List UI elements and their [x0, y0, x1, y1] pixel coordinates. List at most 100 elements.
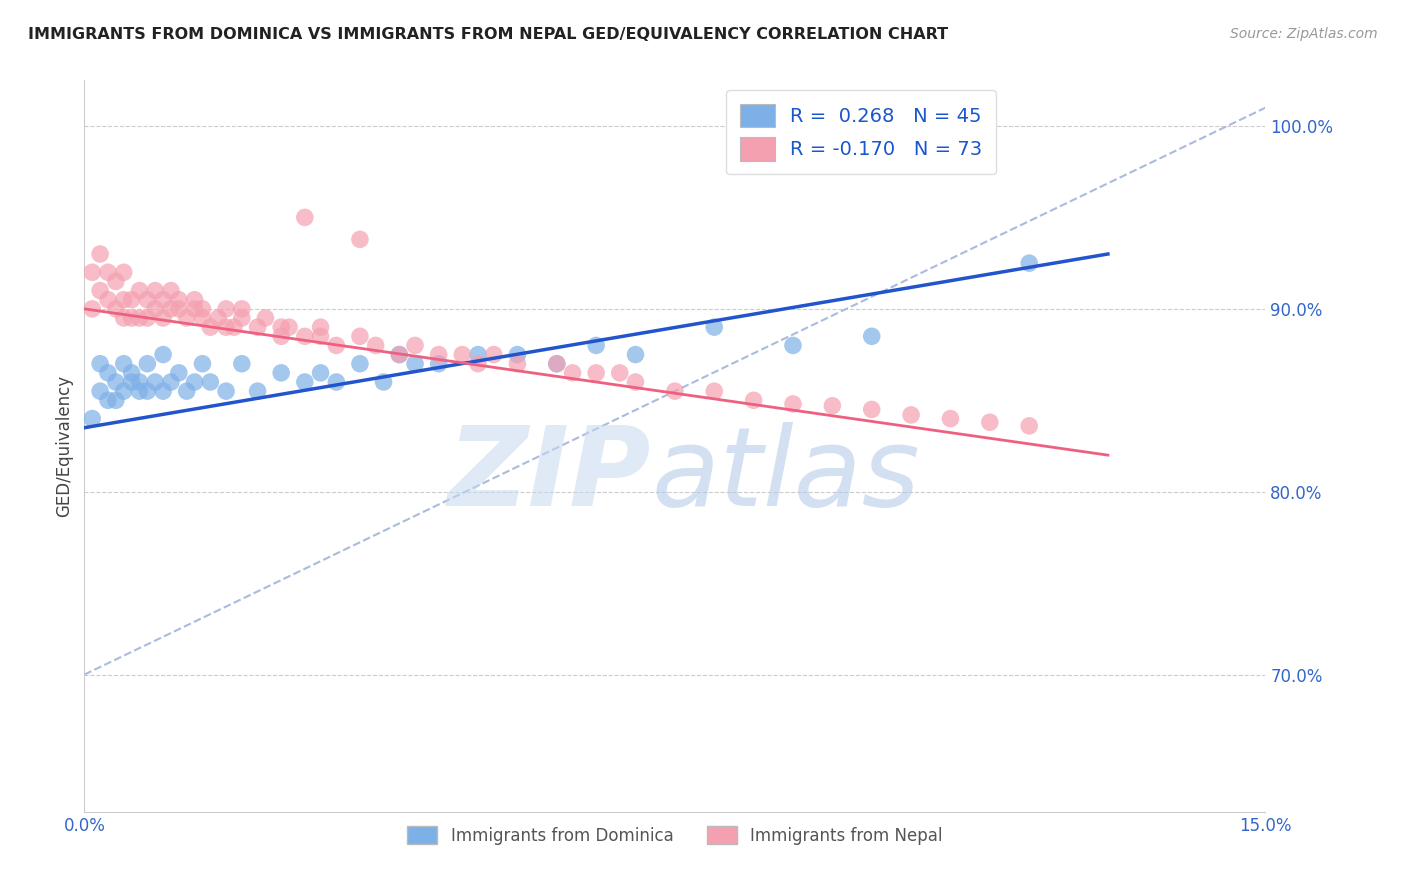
Point: [183, 293, 205, 307]
Point: [349, 232, 371, 246]
Point: [388, 347, 411, 362]
Point: [152, 293, 174, 307]
Point: [82, 301, 104, 316]
Point: [309, 366, 332, 380]
Text: IMMIGRANTS FROM DOMINICA VS IMMIGRANTS FROM NEPAL GED/EQUIVALENCY CORRELATION CH: IMMIGRANTS FROM DOMINICA VS IMMIGRANTS F…: [28, 27, 948, 42]
Point: [160, 375, 183, 389]
Point: [143, 301, 166, 316]
Point: [703, 320, 725, 334]
Point: [128, 384, 150, 399]
Point: [782, 338, 804, 352]
Point: [200, 375, 222, 389]
Point: [112, 310, 135, 325]
Point: [467, 357, 489, 371]
Point: [152, 347, 174, 362]
Point: [121, 293, 143, 307]
Point: [112, 357, 135, 371]
Point: [160, 301, 183, 316]
Point: [152, 310, 174, 325]
Point: [112, 384, 135, 399]
Point: [270, 320, 292, 334]
Point: [1018, 418, 1040, 433]
Point: [254, 310, 277, 325]
Point: [742, 393, 765, 408]
Point: [160, 284, 183, 298]
Point: [97, 393, 120, 408]
Point: [349, 329, 371, 343]
Text: atlas: atlas: [651, 422, 920, 529]
Point: [404, 338, 426, 352]
Point: [82, 411, 104, 425]
Point: [561, 366, 583, 380]
Point: [246, 320, 269, 334]
Point: [104, 301, 127, 316]
Point: [136, 384, 159, 399]
Point: [294, 211, 316, 225]
Point: [364, 338, 387, 352]
Point: [703, 384, 725, 399]
Point: [349, 357, 371, 371]
Y-axis label: GED/Equivalency: GED/Equivalency: [55, 375, 73, 517]
Point: [325, 375, 347, 389]
Point: [482, 347, 505, 362]
Point: [860, 402, 883, 417]
Point: [176, 384, 198, 399]
Point: [207, 310, 229, 325]
Point: [585, 338, 607, 352]
Point: [294, 375, 316, 389]
Point: [506, 347, 529, 362]
Point: [97, 293, 120, 307]
Point: [152, 384, 174, 399]
Point: [782, 397, 804, 411]
Point: [231, 357, 253, 371]
Point: [167, 293, 190, 307]
Point: [427, 347, 450, 362]
Point: [97, 265, 120, 279]
Point: [404, 357, 426, 371]
Point: [191, 310, 214, 325]
Point: [309, 320, 332, 334]
Point: [128, 375, 150, 389]
Point: [546, 357, 568, 371]
Text: ZIP: ZIP: [447, 422, 651, 529]
Point: [325, 338, 347, 352]
Point: [900, 408, 922, 422]
Point: [191, 357, 214, 371]
Point: [121, 366, 143, 380]
Point: [167, 301, 190, 316]
Point: [215, 301, 238, 316]
Point: [143, 375, 166, 389]
Point: [89, 284, 111, 298]
Point: [143, 284, 166, 298]
Point: [136, 310, 159, 325]
Point: [136, 357, 159, 371]
Point: [167, 366, 190, 380]
Point: [231, 301, 253, 316]
Point: [128, 310, 150, 325]
Point: [222, 320, 245, 334]
Point: [176, 310, 198, 325]
Point: [467, 347, 489, 362]
Point: [664, 384, 686, 399]
Point: [270, 366, 292, 380]
Point: [121, 310, 143, 325]
Point: [89, 384, 111, 399]
Point: [294, 329, 316, 343]
Point: [191, 301, 214, 316]
Point: [82, 265, 104, 279]
Point: [246, 384, 269, 399]
Point: [624, 375, 647, 389]
Point: [89, 247, 111, 261]
Point: [215, 384, 238, 399]
Point: [979, 415, 1001, 429]
Point: [121, 375, 143, 389]
Point: [200, 320, 222, 334]
Point: [585, 366, 607, 380]
Point: [128, 284, 150, 298]
Point: [939, 411, 962, 425]
Point: [104, 274, 127, 288]
Point: [89, 357, 111, 371]
Point: [546, 357, 568, 371]
Point: [183, 301, 205, 316]
Point: [309, 329, 332, 343]
